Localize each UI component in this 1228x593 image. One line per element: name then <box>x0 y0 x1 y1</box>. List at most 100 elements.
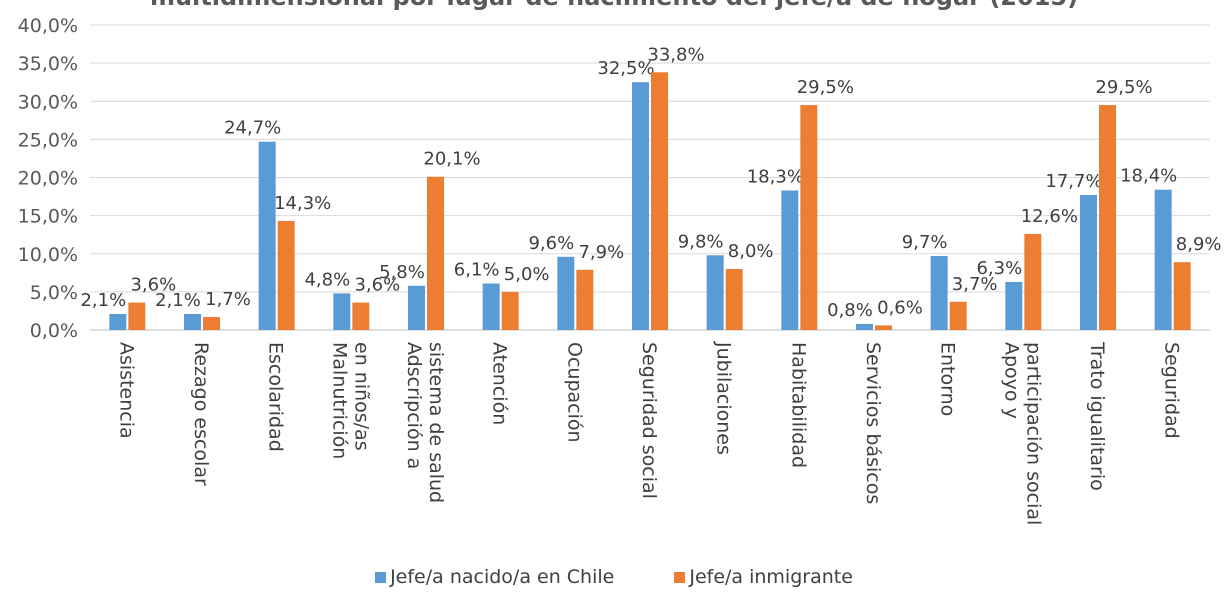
category-label: participación social <box>1022 342 1044 525</box>
category-label: sistema de salud <box>425 342 447 503</box>
bar-chile <box>706 255 724 330</box>
bar-inmigrante <box>800 105 818 330</box>
y-tick-label: 10,0% <box>18 244 78 266</box>
y-tick-label: 35,0% <box>18 53 78 75</box>
bar-chile <box>482 283 500 330</box>
legend-label-inmigrante: Jefe/a inmigrante <box>689 566 853 588</box>
category-label-group: Apoyo y participación social <box>1000 342 1044 525</box>
category-label: Malnutrición <box>328 342 350 459</box>
category-label: Jubilaciones <box>713 341 735 455</box>
bar-chile <box>1005 281 1023 330</box>
bar-inmigrante <box>427 176 444 330</box>
bar-inmigrante <box>949 301 967 330</box>
y-tick-label: 15,0% <box>18 206 78 228</box>
category-label-group: Servicios básicos <box>862 342 884 504</box>
category-label-group: Seguridad <box>1161 342 1183 439</box>
category-label: Seguridad social <box>638 342 660 499</box>
bar-chile <box>557 256 575 330</box>
data-label: 18,3% <box>747 166 804 187</box>
bar-chile <box>109 313 127 330</box>
category-label: Rezago escolar <box>190 342 212 486</box>
data-label: 3,6% <box>130 275 176 296</box>
data-label: 4,8% <box>304 269 350 290</box>
data-label: 0,6% <box>877 297 923 318</box>
data-label: 14,3% <box>274 193 331 214</box>
data-label: 8,0% <box>728 241 774 262</box>
category-label: Atención <box>489 342 511 425</box>
data-label: 5,0% <box>504 264 550 285</box>
data-label: 9,6% <box>528 233 574 254</box>
bar-inmigrante <box>501 291 519 330</box>
category-label-group: Ocupación <box>563 342 585 443</box>
category-label: Habitabilidad <box>787 342 809 468</box>
category-label: Asistencia <box>115 342 137 439</box>
category-label-group: Escolaridad <box>265 342 287 452</box>
bar-inmigrante <box>128 302 146 330</box>
y-tick-label: 30,0% <box>18 91 78 113</box>
category-label-group: Jubilaciones <box>713 341 735 455</box>
legend-item-inmigrante: Jefe/a inmigrante <box>674 566 853 588</box>
data-label: 7,9% <box>578 242 624 263</box>
data-label: 9,7% <box>902 232 948 253</box>
bar-inmigrante <box>725 269 743 330</box>
category-label: en niños/as <box>350 342 372 451</box>
data-label: 20,1% <box>423 149 480 170</box>
category-label-group: Entorno <box>937 342 959 416</box>
category-label-group: Seguridad social <box>638 342 660 499</box>
category-label: Ocupación <box>563 342 585 443</box>
data-label: 5,8% <box>379 262 425 283</box>
data-label: 0,8% <box>827 300 873 321</box>
data-label: 17,7% <box>1045 171 1102 192</box>
category-label: Servicios básicos <box>862 342 884 504</box>
y-tick-label: 5,0% <box>30 282 78 304</box>
bar-chile <box>258 141 276 330</box>
bar-inmigrante <box>1024 233 1042 330</box>
bar-inmigrante <box>352 302 370 330</box>
data-label: 2,1% <box>155 290 201 311</box>
y-tick-label: 20,0% <box>18 168 78 190</box>
data-label: 2,1% <box>80 290 126 311</box>
data-label: 29,5% <box>797 77 854 98</box>
data-label: 1,7% <box>205 289 251 310</box>
data-label: 12,6% <box>1021 206 1078 227</box>
data-label: 9,8% <box>678 231 724 252</box>
bar-chile <box>632 82 649 330</box>
bar-inmigrante <box>277 220 295 330</box>
data-label: 29,5% <box>1095 77 1152 98</box>
bar-chile <box>184 313 201 330</box>
category-label: Apoyo y <box>1000 342 1022 419</box>
data-label: 33,8% <box>647 44 704 65</box>
chart-legend: Jefe/a nacido/a en Chile Jefe/a inmigran… <box>0 566 1228 588</box>
bar-inmigrante <box>875 325 892 330</box>
bar-chile <box>333 293 351 330</box>
bar-chile <box>781 190 799 330</box>
bar-inmigrante <box>651 72 668 331</box>
legend-label-chile: Jefe/a nacido/a en Chile <box>390 566 615 588</box>
chart-title: multidimensional por lugar de nacimiento… <box>0 0 1228 11</box>
data-label: 18,4% <box>1120 166 1177 187</box>
category-label-group: Trato igualitario <box>1086 341 1108 491</box>
category-label: Seguridad <box>1161 342 1183 439</box>
data-label: 8,9% <box>1176 234 1222 255</box>
category-label: Adscripción a <box>403 342 425 469</box>
data-label: 32,5% <box>597 58 654 79</box>
category-label-group: Adscripción a sistema de salud <box>403 342 447 503</box>
bar-chile <box>1080 195 1097 330</box>
bar-inmigrante <box>1099 105 1116 330</box>
bar-inmigrante <box>1173 262 1191 330</box>
bar-inmigrante <box>576 269 594 330</box>
category-label: Entorno <box>937 342 959 416</box>
legend-item-chile: Jefe/a nacido/a en Chile <box>375 566 614 588</box>
bar-chile <box>408 285 425 330</box>
legend-swatch-inmigrante <box>674 571 686 583</box>
category-label-group: Habitabilidad <box>787 342 809 468</box>
legend-swatch-chile <box>375 571 387 583</box>
data-label: 3,7% <box>952 274 998 295</box>
category-label-group: Atención <box>489 342 511 425</box>
category-label: Trato igualitario <box>1086 341 1108 491</box>
data-label: 6,3% <box>976 258 1022 279</box>
bar-inmigrante <box>203 317 220 330</box>
bar-chile <box>930 256 948 330</box>
